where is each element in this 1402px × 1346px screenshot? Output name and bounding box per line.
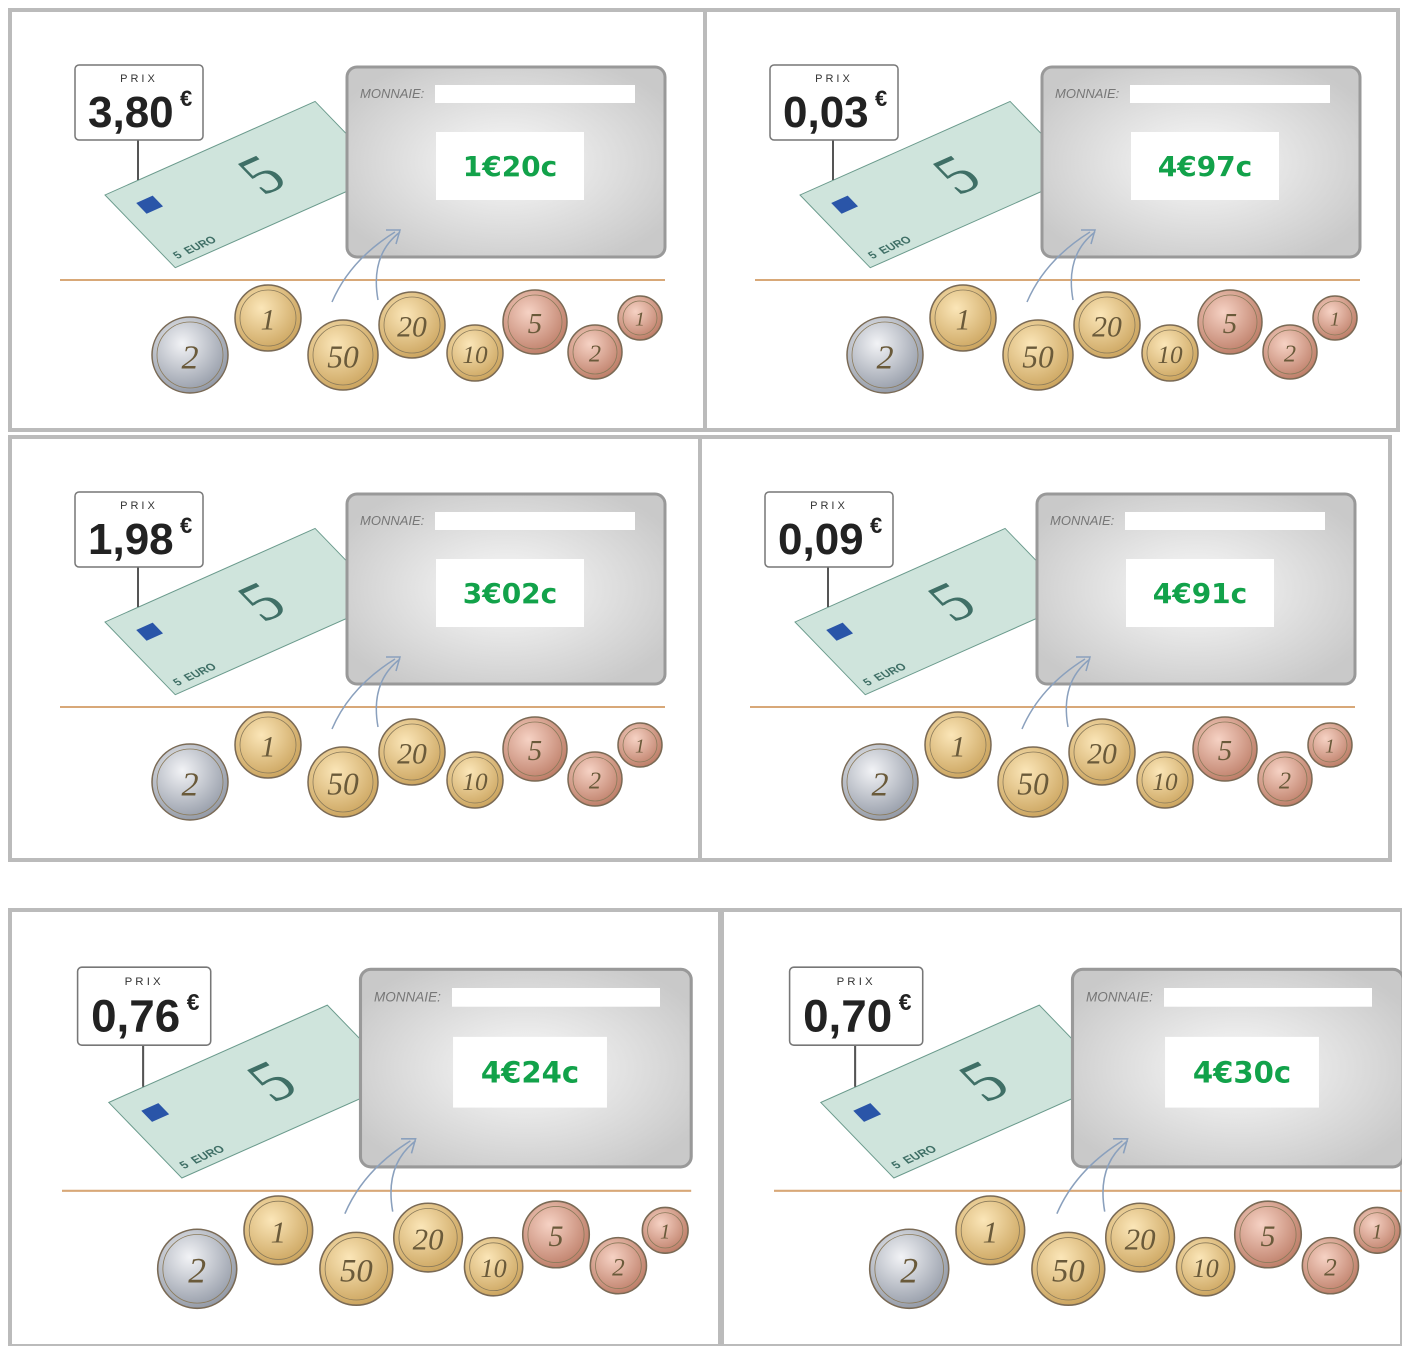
coin-label: 2: [876, 339, 893, 376]
coin-label: 1: [983, 1214, 998, 1249]
currency: €: [875, 86, 887, 111]
coin-label: 20: [1125, 1222, 1156, 1257]
answer: 1€20c: [463, 150, 558, 183]
coin-label: 1: [635, 309, 645, 331]
coin-label: 2: [1324, 1254, 1337, 1282]
prix-label: PRIX: [810, 500, 848, 512]
change-label: MONNAIE:: [1050, 513, 1115, 528]
coin-label: 10: [1157, 342, 1183, 369]
change-label: MONNAIE:: [1055, 86, 1120, 101]
coin-label: 5: [528, 735, 542, 767]
coin-label: 20: [397, 739, 427, 771]
coin-label: 1: [660, 1221, 670, 1243]
answer: 4€91c: [1153, 577, 1248, 610]
currency: €: [180, 513, 192, 538]
panel: 55EUROPRIX0,09€MONNAIE:4€91c21502010521: [750, 492, 1355, 820]
change-field: [1130, 85, 1330, 103]
coin-label: 1: [261, 305, 276, 337]
change-label: MONNAIE:: [360, 86, 425, 101]
coin-label: 1: [956, 305, 971, 337]
change-field: [435, 85, 635, 103]
prix-label: PRIX: [837, 976, 876, 988]
coin-label: 2: [589, 340, 601, 367]
coin-label: 20: [1092, 312, 1122, 344]
price: 0,09: [778, 515, 864, 564]
price: 3,80: [88, 88, 174, 137]
coin-label: 1: [1372, 1221, 1382, 1243]
coin-label: 1: [261, 732, 276, 764]
currency: €: [180, 86, 192, 111]
coin-label: 1: [951, 732, 966, 764]
coin-label: 50: [1052, 1254, 1085, 1290]
answer: 4€97c: [1158, 150, 1253, 183]
coin-label: 20: [397, 312, 427, 344]
coin-label: 5: [1218, 735, 1232, 767]
coin-label: 50: [340, 1254, 373, 1290]
price: 0,76: [91, 991, 180, 1042]
change-label: MONNAIE:: [360, 513, 425, 528]
coin-label: 1: [271, 1214, 286, 1249]
answer: 3€02c: [463, 577, 558, 610]
price: 0,03: [783, 88, 869, 137]
coin-label: 2: [612, 1254, 625, 1282]
coin-label: 5: [528, 308, 542, 340]
change-label: MONNAIE:: [1086, 990, 1153, 1005]
price: 1,98: [88, 515, 174, 564]
coin-label: 1: [1330, 309, 1340, 331]
prix-label: PRIX: [815, 73, 853, 85]
change-field: [435, 512, 635, 530]
panels: 55EUROPRIX3,80€MONNAIE:1€20c215020105215…: [10, 10, 1402, 1346]
coin-label: 50: [1017, 766, 1049, 801]
currency: €: [899, 989, 912, 1015]
change-field: [1125, 512, 1325, 530]
panel: 55EUROPRIX3,80€MONNAIE:1€20c21502010521: [60, 65, 665, 393]
coin-label: 2: [1279, 767, 1291, 794]
coin-label: 50: [327, 339, 359, 374]
coin-label: 50: [1022, 339, 1054, 374]
coin-label: 10: [1152, 769, 1178, 796]
coin-label: 1: [635, 736, 645, 758]
coin-label: 2: [188, 1251, 206, 1291]
coin-label: 50: [327, 766, 359, 801]
currency: €: [187, 989, 200, 1015]
coin-label: 10: [1193, 1254, 1219, 1283]
change-label: MONNAIE:: [374, 990, 441, 1005]
coin-label: 5: [549, 1220, 564, 1253]
coin-label: 20: [1087, 739, 1117, 771]
coin-label: 5: [1223, 308, 1237, 340]
coin-label: 5: [1261, 1220, 1276, 1253]
prix-label: PRIX: [120, 73, 158, 85]
change-field: [1164, 988, 1372, 1007]
coin-label: 2: [1284, 340, 1296, 367]
prix-label: PRIX: [120, 500, 158, 512]
coin-label: 1: [1325, 736, 1335, 758]
panel: 55EUROPRIX0,76€MONNAIE:4€24c21502010521: [62, 967, 691, 1308]
answer: 4€30c: [1193, 1056, 1291, 1090]
coin-label: 10: [462, 769, 488, 796]
coin-label: 20: [413, 1222, 444, 1257]
coin-label: 2: [181, 766, 198, 803]
coin-label: 2: [871, 766, 888, 803]
prix-label: PRIX: [125, 976, 164, 988]
coin-label: 2: [589, 767, 601, 794]
coin-label: 2: [181, 339, 198, 376]
coin-label: 10: [481, 1254, 507, 1283]
coin-label: 2: [900, 1251, 918, 1291]
change-field: [452, 988, 660, 1007]
price: 0,70: [803, 991, 892, 1042]
coin-label: 10: [462, 342, 488, 369]
worksheet: 55EUROPRIX3,80€MONNAIE:1€20c215020105215…: [0, 0, 1402, 1346]
answer: 4€24c: [481, 1056, 579, 1090]
currency: €: [870, 513, 882, 538]
